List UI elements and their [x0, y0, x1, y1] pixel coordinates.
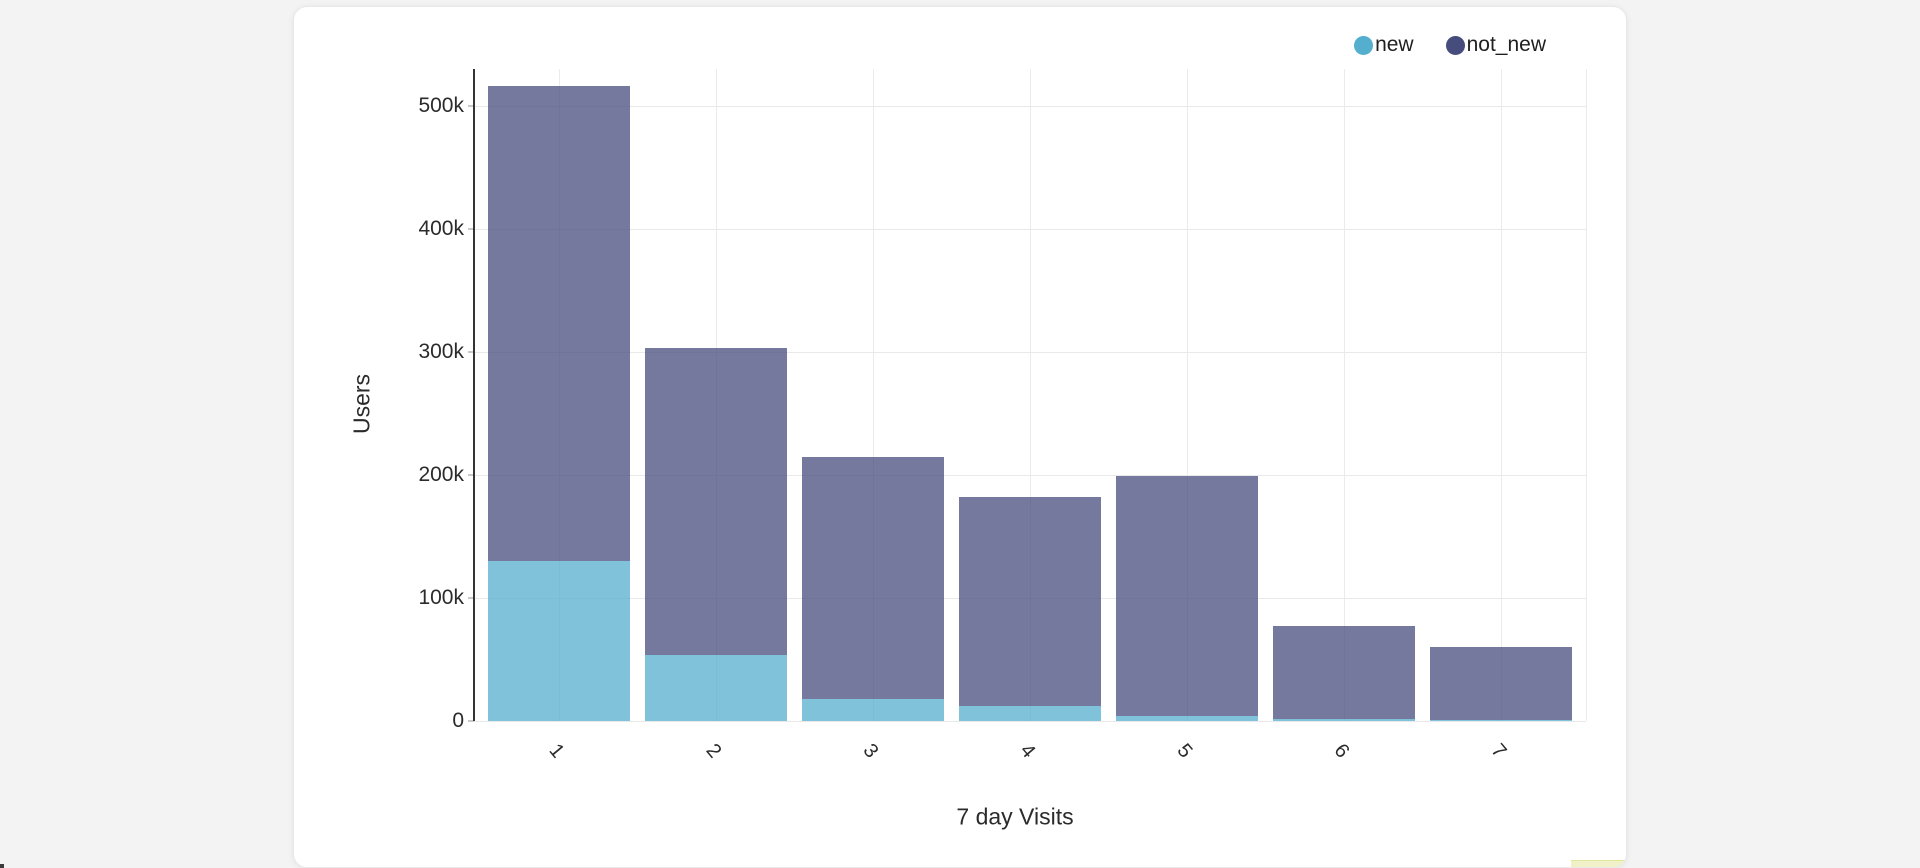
- x-axis-title: 7 day Visits: [956, 803, 1074, 830]
- x-tick-label: 1: [544, 739, 569, 763]
- plot-right-border: [1585, 69, 1587, 721]
- legend-item-new[interactable]: new: [1354, 33, 1414, 57]
- bar-segment-new[interactable]: [959, 706, 1101, 721]
- y-tick-mark: [468, 105, 474, 107]
- bar-segment-not_new[interactable]: [1116, 476, 1258, 717]
- y-tick-label: 200k: [418, 463, 464, 486]
- bar-segment-new[interactable]: [645, 654, 787, 721]
- chart-card: 0 100k 200k 300k 400k 500k 1 2 3 4 5 6 7 Users 7 day…: [293, 6, 1627, 868]
- x-tick-label: 6: [1329, 739, 1354, 763]
- legend-marker-not-new-icon: [1445, 35, 1465, 55]
- h-gridline: [474, 720, 1586, 722]
- x-tick-label: 2: [701, 739, 726, 763]
- y-tick-mark: [468, 720, 474, 722]
- y-tick-mark: [468, 474, 474, 476]
- bar-segment-not_new[interactable]: [645, 348, 787, 655]
- y-tick-label: 300k: [418, 340, 464, 363]
- bar-segment-not_new[interactable]: [959, 497, 1101, 707]
- v-gridline: [1029, 69, 1031, 721]
- bar-segment-new[interactable]: [488, 561, 630, 721]
- x-tick-label: 7: [1486, 739, 1511, 763]
- v-gridline: [1186, 69, 1188, 721]
- legend-item-not-new[interactable]: not_new: [1445, 33, 1546, 57]
- v-gridline: [1343, 69, 1345, 721]
- y-tick-label: 0: [452, 709, 464, 732]
- plot-area: 0 100k 200k 300k 400k 500k 1 2 3 4 5 6 7: [294, 7, 1626, 867]
- chart-legend: new not_new: [1354, 33, 1546, 57]
- bar-segment-new[interactable]: [1430, 719, 1572, 721]
- bar-segment-new[interactable]: [1116, 716, 1258, 721]
- y-axis-line: [473, 69, 475, 721]
- y-tick-mark: [468, 597, 474, 599]
- x-tick-label: 4: [1015, 739, 1040, 763]
- bar-segment-not_new[interactable]: [802, 456, 944, 699]
- bar-segment-not_new[interactable]: [1273, 626, 1415, 719]
- bar-segment-new[interactable]: [802, 698, 944, 721]
- v-gridline: [1500, 69, 1502, 721]
- bar-segment-not_new[interactable]: [488, 86, 630, 562]
- bar-segment-new[interactable]: [1273, 718, 1415, 721]
- y-tick-label: 400k: [418, 217, 464, 240]
- v-gridline: [872, 69, 874, 721]
- x-tick-label: 3: [858, 739, 883, 763]
- cropped-element-bottom-right: [1571, 860, 1626, 867]
- y-tick-label: 500k: [418, 94, 464, 117]
- y-tick-mark: [468, 228, 474, 230]
- legend-label-not-new: not_new: [1466, 33, 1546, 56]
- legend-marker-new-icon: [1354, 35, 1374, 55]
- x-tick-label: 5: [1172, 739, 1197, 763]
- y-axis-title: Users: [348, 373, 375, 435]
- y-tick-label: 100k: [418, 586, 464, 609]
- screen-artifact-dot: [0, 864, 4, 868]
- y-tick-mark: [468, 351, 474, 353]
- legend-label-new: new: [1375, 33, 1414, 56]
- bar-segment-not_new[interactable]: [1430, 647, 1572, 720]
